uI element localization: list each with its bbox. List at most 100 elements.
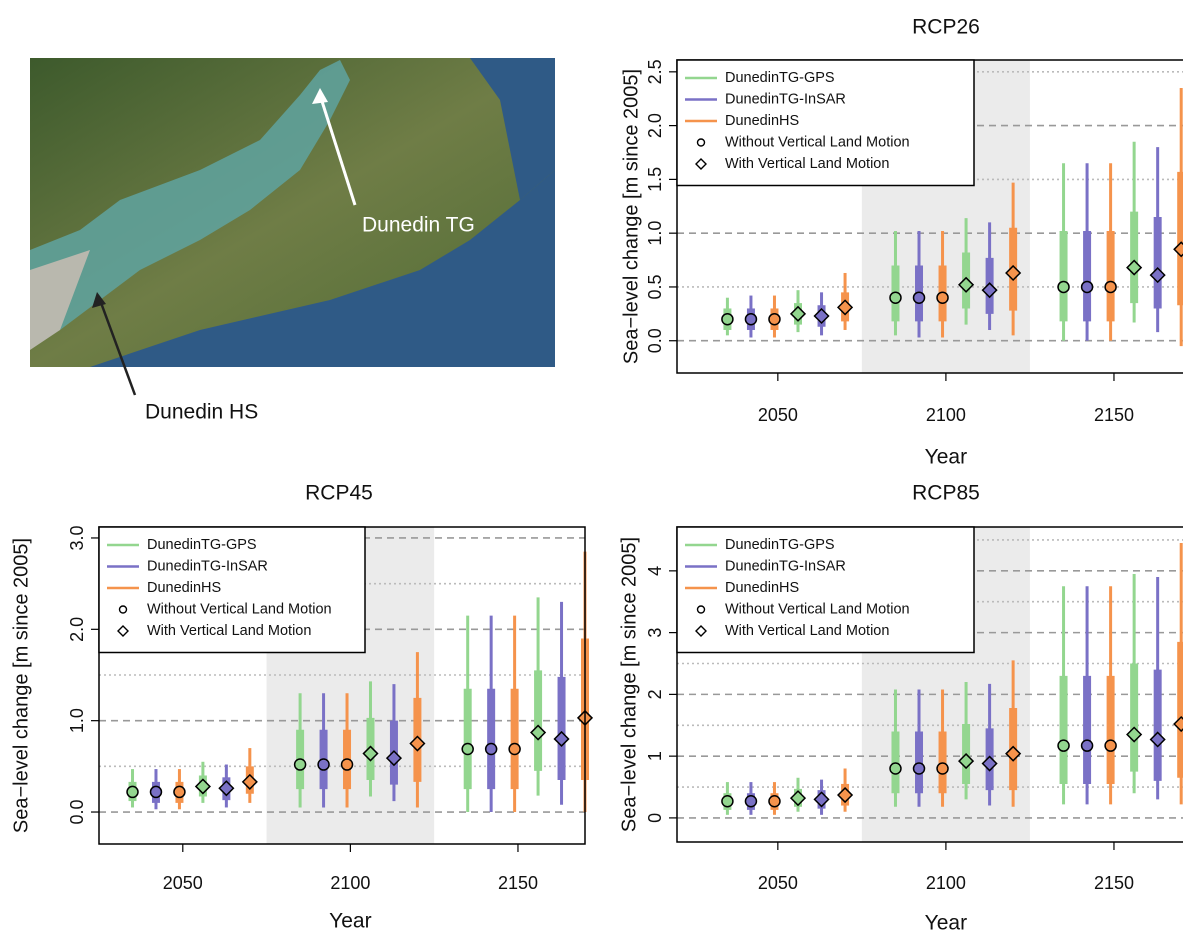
median-point	[508, 742, 521, 756]
median-point	[889, 762, 902, 775]
median-point	[385, 750, 403, 767]
arrowhead-hs	[92, 292, 106, 308]
legend-label: DunedinTG-GPS	[725, 537, 835, 553]
y-axis-label: Sea−level change [m since 2005]	[618, 537, 640, 832]
sea-north	[470, 58, 555, 200]
legend-marker	[696, 138, 706, 147]
median-point	[1005, 745, 1022, 762]
median-point	[1104, 739, 1117, 752]
median-point	[958, 753, 975, 770]
legend-label: Without Vertical Land Motion	[725, 134, 910, 150]
median-point	[889, 291, 902, 304]
median-point	[218, 780, 235, 797]
median-point	[744, 794, 758, 808]
median-point	[789, 305, 807, 322]
y-tick-label: 0	[645, 813, 665, 823]
legend-marker	[695, 158, 707, 170]
x-tick-label: 2050	[758, 405, 798, 425]
legend-marker	[695, 625, 707, 637]
y-tick-label: 1	[645, 751, 665, 761]
median-point	[744, 312, 758, 326]
y-tick-label: 2	[645, 689, 665, 699]
y-tick-label: 2.5	[645, 59, 665, 84]
median-point	[1080, 280, 1094, 294]
median-point	[958, 276, 975, 293]
median-point	[362, 745, 379, 762]
median-point	[837, 299, 854, 316]
legend-label: Without Vertical Land Motion	[147, 601, 332, 617]
median-point	[936, 762, 949, 775]
median-point	[553, 730, 570, 748]
y-tick-label: 3.0	[67, 525, 87, 550]
median-point	[1149, 731, 1166, 748]
legend-label: DunedinTG-InSAR	[147, 558, 268, 574]
median-point	[721, 794, 734, 808]
median-point	[317, 758, 330, 771]
legend-label: DunedinTG-InSAR	[725, 91, 846, 107]
x-tick-label: 2100	[330, 873, 370, 893]
median-point	[1126, 726, 1143, 743]
y-tick-label: 0.0	[645, 328, 665, 353]
median-point	[768, 312, 781, 326]
median-point	[194, 778, 211, 795]
median-point	[981, 755, 998, 772]
y-tick-label: 1.5	[645, 167, 665, 192]
median-point	[813, 307, 830, 325]
city	[30, 250, 90, 350]
median-point	[149, 785, 163, 799]
sea	[90, 170, 555, 367]
median-point	[721, 312, 734, 326]
median-point	[1005, 264, 1022, 282]
x-tick-label: 2150	[498, 873, 538, 893]
median-point	[409, 735, 426, 752]
x-tick-label: 2050	[163, 873, 203, 893]
arrowhead-tg	[312, 88, 328, 104]
x-tick-label: 2150	[1094, 405, 1134, 425]
legend-label: DunedinTG-GPS	[147, 537, 257, 553]
y-tick-label: 0.0	[67, 800, 87, 825]
legend-label: With Vertical Land Motion	[147, 623, 311, 639]
median-point	[1149, 267, 1166, 284]
median-point	[981, 282, 998, 299]
x-tick-label: 2100	[926, 873, 966, 893]
map: Dunedin TG Dunedin HS	[30, 58, 555, 424]
y-tick-label: 2.0	[67, 617, 87, 642]
legend-marker	[118, 605, 128, 614]
legend-label: DunedinTG-GPS	[725, 70, 835, 86]
arrow-hs	[98, 299, 137, 396]
y-tick-label: 3	[645, 628, 665, 638]
median-point	[484, 742, 498, 756]
legend-label: DunedinHS	[725, 580, 799, 596]
legend-box	[676, 526, 975, 654]
chart-title: RCP26	[912, 16, 980, 39]
map-label: Dunedin TG	[362, 214, 475, 237]
panel: RCP85 Year Sea−level change [m since 2005]…	[618, 482, 1183, 934]
x-axis-label: Year	[925, 446, 967, 469]
y-tick-label: 0.5	[645, 274, 665, 299]
y-tick-label: 4	[645, 566, 665, 576]
median-point	[936, 291, 949, 304]
median-point	[1173, 241, 1183, 258]
median-point	[912, 291, 926, 304]
x-tick-label: 2050	[758, 873, 798, 893]
y-tick-label: 1.0	[645, 221, 665, 246]
legend-label: DunedinHS	[725, 113, 799, 129]
legend-label: With Vertical Land Motion	[725, 623, 889, 639]
y-axis-label: Sea−level change [m since 2005]	[10, 538, 32, 833]
legend-marker	[696, 605, 706, 614]
median-point	[813, 791, 830, 808]
chart-title: RCP45	[305, 482, 373, 505]
legend-label: With Vertical Land Motion	[725, 156, 889, 172]
median-point	[768, 794, 781, 808]
median-point	[173, 785, 186, 799]
map-label: Dunedin HS	[145, 401, 258, 424]
chart-title: RCP85	[912, 482, 980, 505]
legend-marker	[117, 625, 129, 637]
median-point	[1104, 280, 1117, 294]
legend-box	[98, 526, 366, 654]
median-point	[1126, 259, 1143, 276]
median-point	[1173, 715, 1183, 733]
x-axis-label: Year	[925, 912, 967, 934]
median-point	[789, 790, 807, 807]
